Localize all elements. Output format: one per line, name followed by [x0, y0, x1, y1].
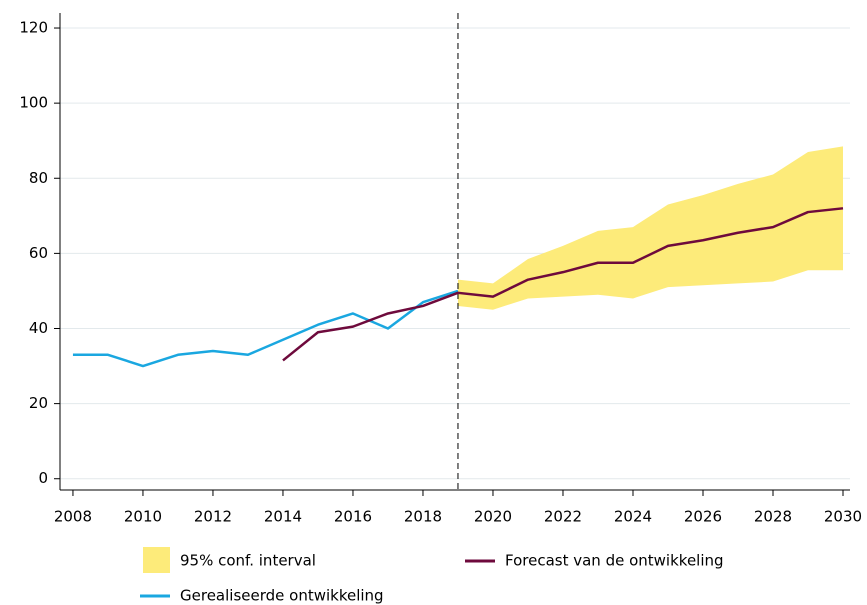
x-tick-label: 2018 — [404, 508, 442, 526]
y-tick-label: 80 — [29, 169, 48, 187]
y-tick-label: 40 — [29, 319, 48, 337]
x-tick-label: 2012 — [194, 508, 232, 526]
y-tick-label: 60 — [29, 244, 48, 262]
confidence-band — [457, 146, 843, 310]
x-tick-label: 2030 — [824, 508, 862, 526]
legend-swatch — [143, 547, 170, 573]
legend-label: Gerealiseerde ontwikkeling — [180, 587, 384, 605]
series-line — [72, 289, 459, 368]
y-tick-label: 100 — [19, 94, 48, 112]
x-tick-label: 2014 — [264, 508, 302, 526]
legend-label: 95% conf. interval — [180, 552, 316, 570]
x-tick-label: 2026 — [684, 508, 722, 526]
legend-label: Forecast van de ontwikkeling — [505, 552, 724, 570]
y-tick-label: 120 — [19, 19, 48, 37]
x-tick-label: 2010 — [124, 508, 162, 526]
x-tick-label: 2020 — [474, 508, 512, 526]
series-line — [282, 207, 844, 362]
x-tick-label: 2008 — [54, 508, 92, 526]
x-tick-label: 2016 — [334, 508, 372, 526]
x-tick-label: 2028 — [754, 508, 792, 526]
y-tick-label: 0 — [38, 469, 48, 487]
x-tick-label: 2024 — [614, 508, 652, 526]
y-tick-label: 20 — [29, 394, 48, 412]
x-tick-label: 2022 — [544, 508, 582, 526]
